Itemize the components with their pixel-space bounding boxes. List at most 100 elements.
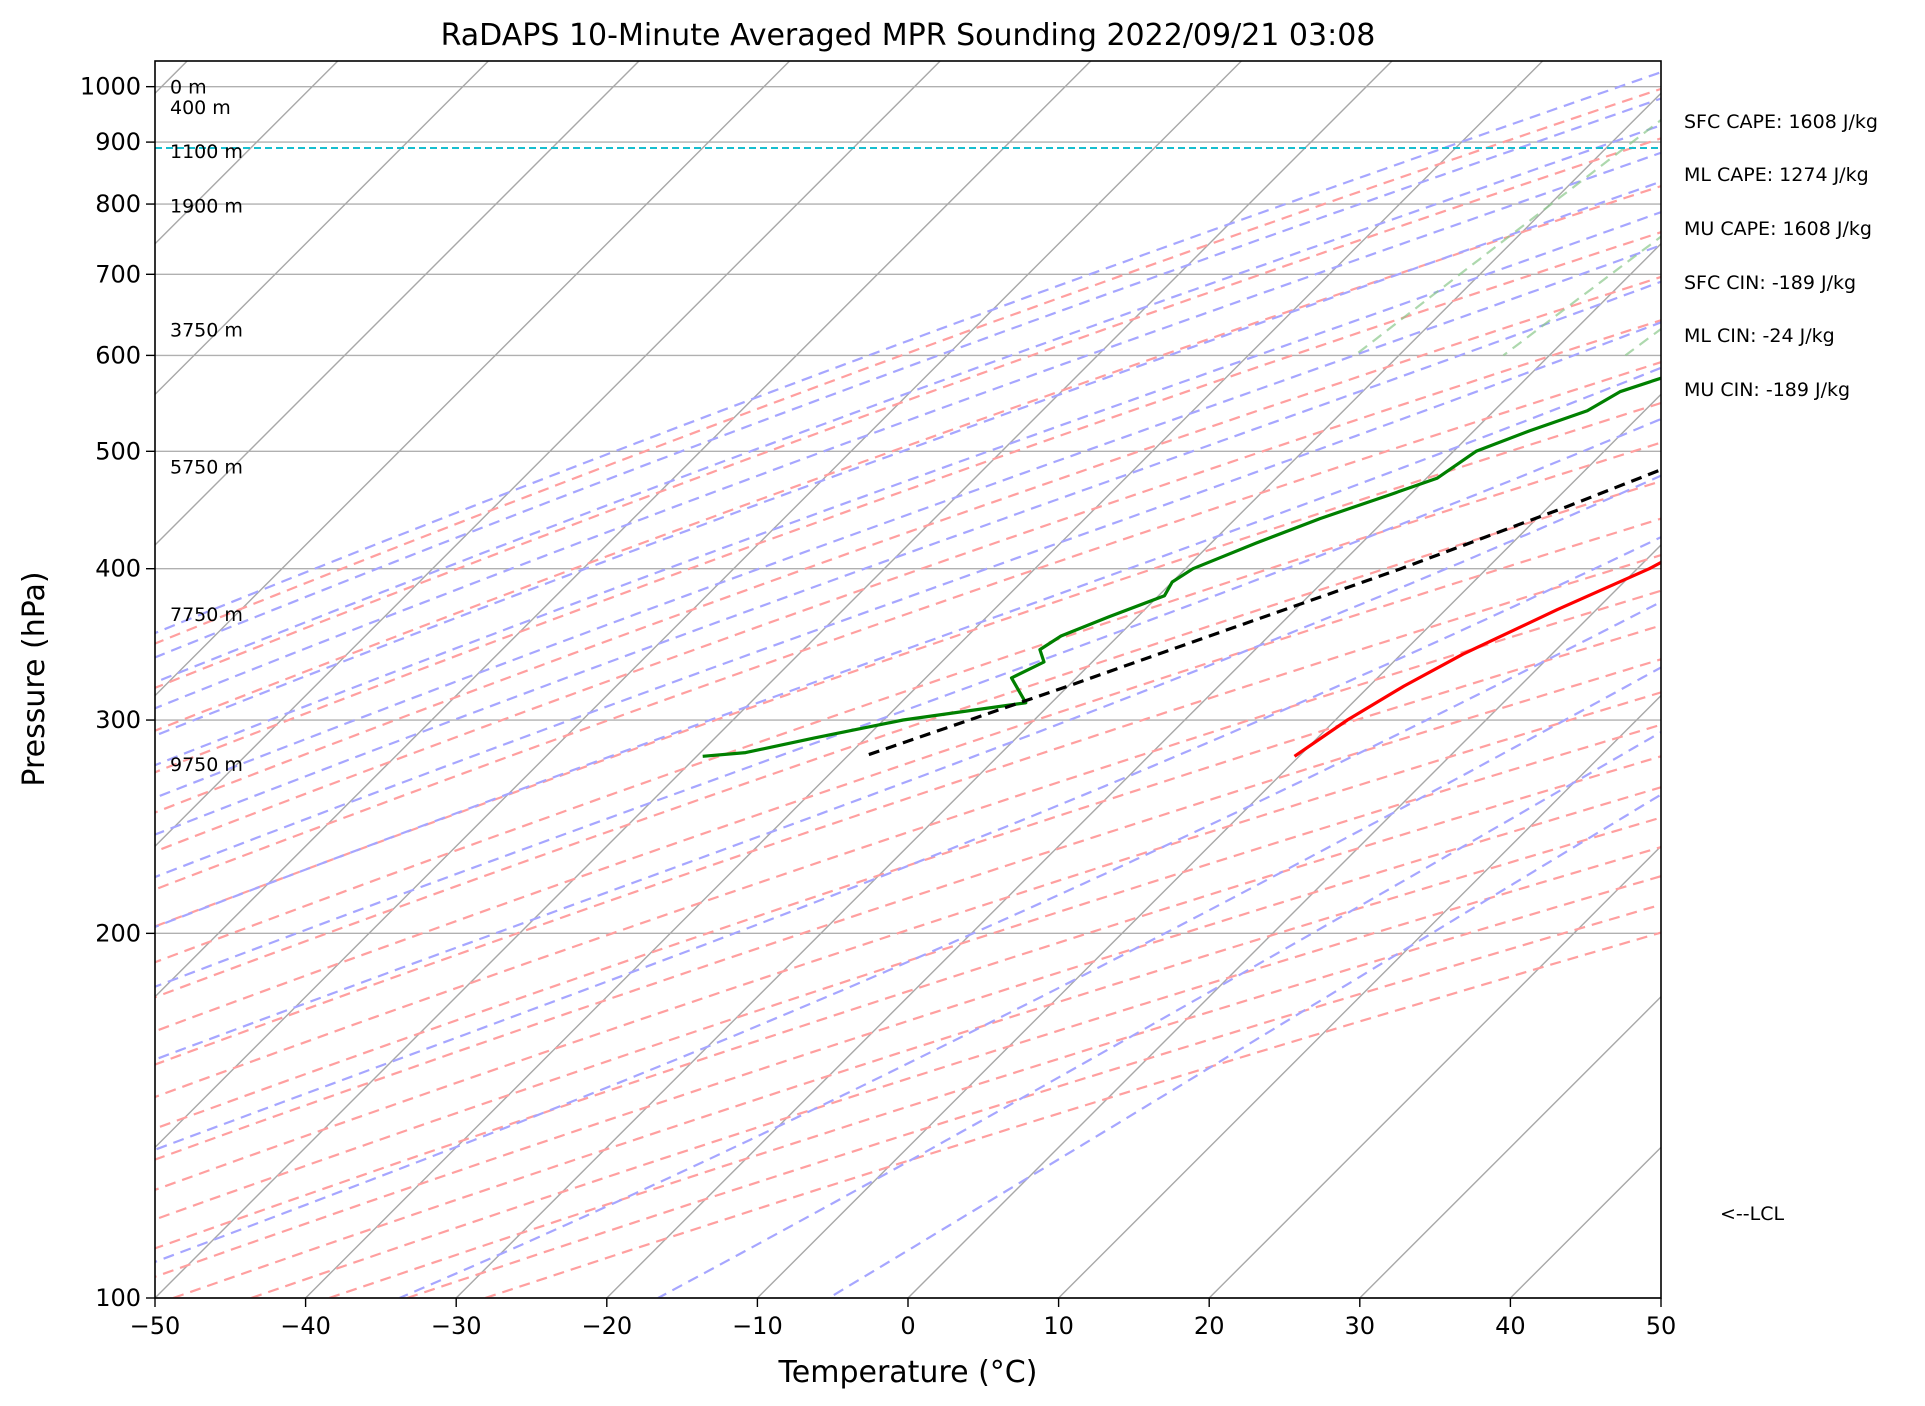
isotherm-line [155,61,1242,1149]
dry-adiabat-line [155,275,1661,814]
chart-title: RaDAPS 10-Minute Averaged MPR Sounding 2… [441,18,1376,53]
height-label: 400 m [170,97,231,119]
x-tick-label: −50 [130,1312,181,1340]
x-tick-label: −20 [581,1312,632,1340]
dry-adiabat-line [155,517,1661,1033]
dry-adiabat-line [155,723,1661,1221]
mixing-ratio-line [1624,327,1661,357]
dry-adiabat-line [155,658,1661,1161]
dry-adiabat-line [155,786,1661,1278]
mixing-ratio-line [1502,235,1661,357]
stat-mu-cape: MU CAPE: 1608 J/kg [1684,218,1872,240]
isotherm-line [1208,845,1661,1298]
pressure-gridlines [155,85,1661,1299]
x-tick-label: −40 [280,1312,331,1340]
dry-adiabat-line [155,319,1661,853]
mixing-ratio-line [1354,118,1661,357]
moist-adiabat-line [155,600,1661,1264]
temperature-profile [1293,560,1661,758]
moist-adiabat-line [155,280,1661,836]
y-tick-label: 500 [95,437,141,465]
dry-adiabat-line [155,401,1661,928]
mixing-ratio-line [1756,61,1925,355]
dry-adiabat-line [155,361,1661,891]
dry-adiabat-line [155,589,1661,1099]
x-tick-label: −30 [431,1312,482,1340]
dry-adiabat-line [155,184,1661,732]
isotherm-line [455,92,1661,1298]
height-label: 5750 m [170,456,243,478]
x-tick-label: 10 [1043,1312,1074,1340]
y-tick-label: 700 [95,260,141,288]
isotherm-line [1812,61,1925,1298]
moist-adiabat-line [155,124,1661,684]
y-tick-label: 900 [95,128,141,156]
isotherm-line [606,242,1661,1298]
moist-adiabat-line [155,474,1661,1061]
isotherm-line [155,61,1393,1298]
stability-stats: SFC CAPE: 1608 J/kg ML CAPE: 1274 J/kg M… [1684,111,1878,401]
x-tick-label: 0 [900,1312,915,1340]
moist-adiabat-line [399,666,1661,1298]
thermo-background-lines [155,61,1925,1298]
isotherm-line [907,544,1661,1298]
moist-adiabat-line [155,244,1661,799]
mixing-ratio-line [1869,61,1925,355]
dry-adiabat-line [155,479,1661,999]
dry-adiabat-line [328,875,1661,1298]
dry-adiabat-line [155,231,1661,774]
moist-adiabat-line [155,180,1661,737]
stat-ml-cin: ML CIN: -24 J/kg [1684,325,1835,347]
height-label: 9750 m [170,754,243,776]
height-label: 1900 m [170,195,243,217]
stat-sfc-cape: SFC CAPE: 1608 J/kg [1684,111,1878,133]
plot-frame [154,60,1662,1299]
y-tick-label: 400 [95,555,141,583]
isotherm-line [155,61,1092,998]
x-tick-label: 50 [1646,1312,1677,1340]
lcl-label: <--LCL [1720,1203,1784,1225]
y-tick-label: 1000 [80,73,141,101]
isotherm-line [1359,995,1661,1298]
dry-adiabat-line [155,624,1661,1130]
y-axis-ticks: 100 200 300 400 500 600 700 800 900 1000 [80,73,155,1312]
y-tick-label: 200 [95,919,141,947]
isotherm-line [305,61,1544,1298]
x-tick-label: 30 [1345,1312,1376,1340]
y-tick-label: 300 [95,706,141,734]
isotherm-line [1509,1146,1661,1298]
stat-ml-cape: ML CAPE: 1274 J/kg [1684,164,1869,186]
dry-adiabat-line [155,553,1661,1066]
y-tick-label: 100 [95,1284,141,1312]
isotherm-line [1058,694,1661,1298]
stat-sfc-cin: SFC CIN: -189 J/kg [1684,272,1856,294]
isotherm-line [1660,1297,1661,1298]
dry-adiabat-line [155,137,1661,690]
x-tick-label: 40 [1495,1312,1526,1340]
moist-adiabat-line [155,535,1661,1151]
height-label: 3750 m [170,320,243,342]
dry-adiabat-line [155,441,1661,964]
parcel-profile [863,468,1661,758]
sounding-profiles [702,376,1661,758]
isotherm-line [155,61,941,848]
isotherm-line [155,61,489,396]
moist-adiabat-line [155,71,1661,635]
moist-adiabat-line [828,793,1661,1298]
height-label: 1100 m [170,141,243,163]
x-tick-label: −10 [732,1312,783,1340]
moist-adiabat-line [155,366,1661,929]
height-label: 0 m [170,77,207,99]
isotherm-line [155,61,640,546]
x-axis-ticks: −50 −40 −30 −20 −10 0 10 20 30 40 50 [130,1298,1677,1340]
moist-adiabat-line [155,321,1661,879]
stat-mu-cin: MU CIN: -189 J/kg [1684,379,1850,401]
height-labels: 9750 m 7750 m 5750 m 3750 m 1900 m 1100 m 400 … [170,77,243,776]
y-tick-label: 600 [95,341,141,369]
moist-adiabat-line [155,210,1661,767]
moist-adiabat-line [657,730,1661,1298]
dewpoint-profile [702,376,1661,758]
y-tick-label: 800 [95,190,141,218]
height-label: 7750 m [170,604,243,626]
